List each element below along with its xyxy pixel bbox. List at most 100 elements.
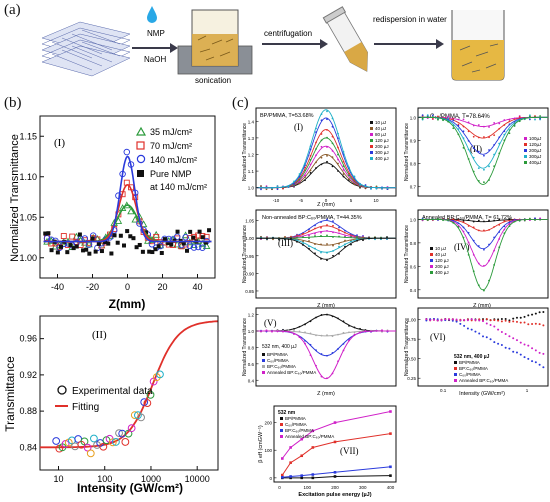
- b2-fit-path: [40, 320, 218, 449]
- c5-point: [342, 343, 345, 345]
- c7-point: [300, 474, 304, 477]
- c3-point: [386, 236, 388, 238]
- c5-point: [320, 375, 323, 378]
- c5-point: [271, 330, 273, 333]
- b1-xtick-label: 40: [192, 282, 202, 292]
- c4-point: [467, 231, 470, 234]
- b1-nmp-point: [172, 238, 177, 243]
- c1-point: [276, 188, 279, 191]
- b1-curves: [43, 155, 212, 243]
- b1-nmp-point: [90, 236, 95, 241]
- c6-point: [448, 318, 451, 321]
- c7-series-line: [282, 466, 391, 478]
- c3-point: [344, 231, 346, 234]
- c1-point: [309, 171, 312, 174]
- c1-point: [331, 117, 334, 120]
- c4-point: [493, 249, 496, 252]
- c5-legend-text: BP:C₆₀/PMMA: [267, 364, 296, 369]
- c6-point: [440, 319, 443, 322]
- c5-point: [293, 330, 295, 332]
- c2-point: [452, 127, 455, 130]
- c2-point: [421, 117, 424, 120]
- c1-subplot: BP/PMMA, T=53.68% (I) Normalized Transmi…: [242, 107, 397, 208]
- c1-point: [260, 186, 262, 189]
- c2-point: [457, 118, 460, 121]
- b1-nmp-point: [74, 244, 79, 249]
- c6-point: [508, 320, 511, 323]
- c3-point: [320, 221, 322, 223]
- c1-point: [342, 160, 345, 163]
- c1-point: [271, 187, 273, 190]
- c3-point: [344, 236, 346, 239]
- b2-point: [156, 370, 164, 379]
- c7-point: [389, 474, 392, 477]
- c5-legend-text: Annealed BP:C₆₀/PMMA: [267, 370, 316, 375]
- b2-point: [115, 429, 123, 437]
- c5-point: [304, 342, 306, 345]
- reagent-naoh: NaOH: [144, 55, 166, 64]
- c5-point: [265, 329, 268, 332]
- arrow-3: [374, 39, 444, 49]
- c4-point: [431, 218, 434, 221]
- c6-point: [425, 318, 428, 321]
- c1-point: [364, 185, 367, 188]
- c6-point: [489, 338, 492, 341]
- c1-point: [315, 154, 317, 157]
- c7-xtick-label: 300: [359, 485, 367, 490]
- c3-point: [290, 237, 292, 240]
- c2-y-label: 0.8: [410, 162, 417, 167]
- legend-filled-square-marker: [137, 170, 144, 177]
- c6-point: [515, 316, 518, 319]
- c6-point: [429, 319, 432, 322]
- c4-point: [457, 226, 460, 228]
- c4-point: [503, 228, 506, 231]
- c7-point: [281, 457, 284, 460]
- c6-point: [482, 335, 484, 338]
- arrow-2: [262, 39, 328, 49]
- c3-point: [326, 243, 328, 245]
- c1-point: [375, 187, 378, 190]
- c6-xlabel: Intensity (GW/cm²): [459, 391, 505, 397]
- c1-point: [309, 148, 312, 151]
- c6-point: [542, 352, 545, 355]
- c1-point: [309, 154, 312, 157]
- c1-xlabel: Z (mm): [317, 202, 335, 208]
- c5-point: [304, 331, 306, 334]
- c2-point: [498, 152, 501, 155]
- b1-legend-35: 35 mJ/cm²: [150, 127, 192, 137]
- c5-point: [276, 330, 279, 333]
- label-sonication: sonication: [195, 76, 231, 85]
- c5-point: [359, 327, 361, 330]
- c1-legend-text: 10 µJ: [375, 120, 386, 125]
- c2-point: [457, 133, 460, 136]
- c2-title: C₆₀/PMMA, T=78.64%: [430, 114, 490, 120]
- c3-point: [296, 240, 298, 243]
- c6-point: [436, 319, 439, 322]
- c7-series-line: [282, 475, 391, 479]
- c5-point: [331, 372, 334, 375]
- c2-point: [518, 116, 521, 118]
- c2-point: [503, 139, 506, 142]
- c2-point: [462, 118, 465, 121]
- c5-point: [293, 328, 295, 330]
- c4-point: [477, 284, 480, 287]
- c2-point: [472, 147, 475, 150]
- c1-point: [304, 179, 306, 182]
- b2-xtick-label: 100: [97, 474, 112, 484]
- c7-xtick-label: 400: [387, 485, 395, 490]
- c2-legend-marker: [524, 155, 527, 158]
- c7-legend-text: BP:C₆₀/PMMA: [285, 428, 314, 433]
- c2-point: [477, 124, 480, 126]
- c2-point: [508, 118, 511, 121]
- b2-xtick-label: 1000: [141, 474, 161, 484]
- c3-point: [296, 236, 298, 239]
- c5-point: [348, 324, 350, 327]
- c7-legend-marker: [280, 417, 283, 420]
- c3-point: [320, 226, 322, 229]
- c6-point: [527, 344, 530, 347]
- c3-point: [284, 238, 286, 241]
- c4-point: [493, 219, 496, 222]
- b1-nmp-point: [166, 241, 171, 246]
- b1-point: [182, 234, 189, 241]
- c6-point: [478, 319, 481, 322]
